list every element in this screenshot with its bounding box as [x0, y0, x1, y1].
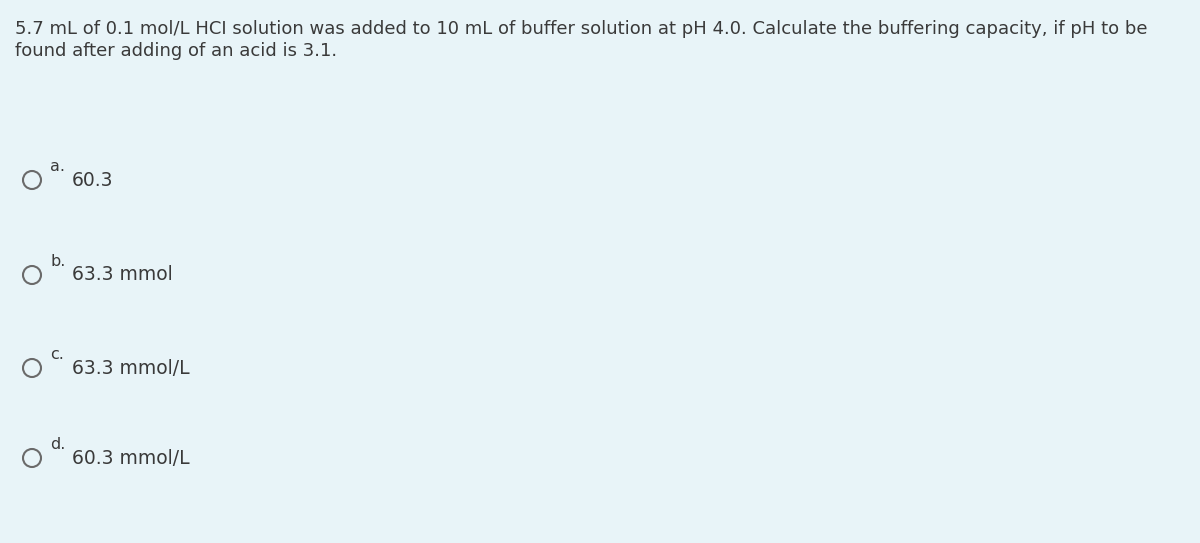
- Text: found after adding of an acid is 3.1.: found after adding of an acid is 3.1.: [14, 42, 337, 60]
- Text: 5.7 mL of 0.1 mol/L HCI solution was added to 10 mL of buffer solution at pH 4.0: 5.7 mL of 0.1 mol/L HCI solution was add…: [14, 20, 1147, 38]
- Text: 63.3 mmol/L: 63.3 mmol/L: [72, 358, 190, 377]
- Text: c.: c.: [50, 347, 64, 362]
- Text: d.: d.: [50, 437, 65, 452]
- Text: a.: a.: [50, 159, 65, 174]
- Text: 60.3: 60.3: [72, 171, 114, 190]
- Text: 60.3 mmol/L: 60.3 mmol/L: [72, 449, 190, 468]
- Text: 63.3 mmol: 63.3 mmol: [72, 266, 173, 285]
- Text: b.: b.: [50, 254, 65, 269]
